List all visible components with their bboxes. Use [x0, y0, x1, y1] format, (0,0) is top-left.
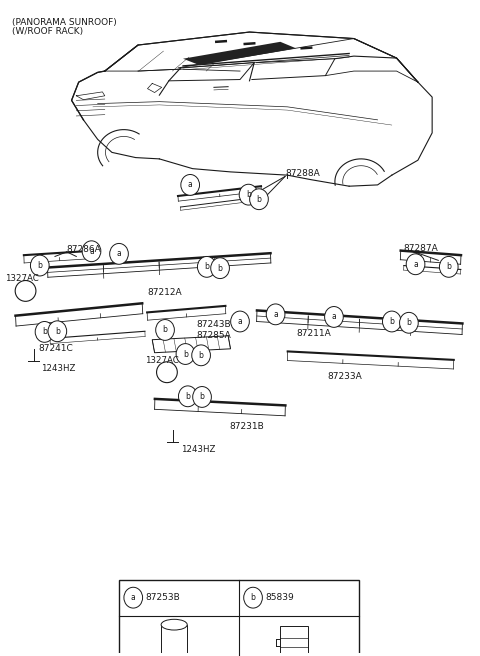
- Text: b: b: [55, 327, 60, 336]
- Text: b: b: [163, 325, 168, 335]
- Ellipse shape: [406, 254, 425, 275]
- Text: 87212A: 87212A: [147, 289, 182, 297]
- Text: 87243B: 87243B: [196, 320, 231, 329]
- Text: a: a: [188, 180, 192, 190]
- Ellipse shape: [211, 258, 229, 279]
- Bar: [119, 580, 359, 656]
- Ellipse shape: [176, 344, 195, 365]
- Ellipse shape: [383, 311, 401, 332]
- Ellipse shape: [231, 311, 249, 332]
- Text: 87211A: 87211A: [296, 329, 331, 338]
- Text: 87287A: 87287A: [404, 244, 438, 253]
- Ellipse shape: [161, 619, 187, 630]
- Text: b: b: [200, 392, 204, 401]
- Ellipse shape: [239, 184, 258, 205]
- Ellipse shape: [82, 241, 101, 262]
- Text: a: a: [273, 310, 278, 319]
- Ellipse shape: [266, 304, 285, 325]
- Text: b: b: [256, 195, 262, 204]
- Text: 1243HZ: 1243HZ: [180, 445, 215, 454]
- Text: 87286A: 87286A: [67, 245, 102, 255]
- Ellipse shape: [156, 362, 177, 382]
- Ellipse shape: [15, 281, 36, 301]
- Text: 1327AC: 1327AC: [145, 356, 179, 365]
- Text: a: a: [89, 247, 94, 256]
- Text: a: a: [117, 249, 121, 258]
- Ellipse shape: [197, 256, 216, 277]
- Text: b: b: [42, 327, 47, 337]
- Text: b: b: [407, 318, 411, 327]
- Text: b: b: [183, 350, 188, 359]
- Text: b: b: [246, 190, 251, 199]
- Text: 87241C: 87241C: [38, 344, 73, 354]
- Text: 1243HZ: 1243HZ: [41, 365, 75, 373]
- Ellipse shape: [399, 312, 418, 333]
- Text: b: b: [185, 392, 190, 401]
- Ellipse shape: [35, 321, 54, 342]
- Text: 87288A: 87288A: [285, 169, 320, 178]
- Text: 87231B: 87231B: [229, 422, 264, 431]
- Text: (W/ROOF RACK): (W/ROOF RACK): [12, 28, 84, 37]
- Text: 85839: 85839: [265, 593, 294, 602]
- Text: a: a: [332, 312, 336, 321]
- Polygon shape: [183, 42, 296, 65]
- Ellipse shape: [181, 174, 200, 195]
- Ellipse shape: [48, 321, 67, 342]
- Ellipse shape: [439, 256, 458, 277]
- Text: a: a: [238, 317, 242, 326]
- Text: (PANORAMA SUNROOF): (PANORAMA SUNROOF): [12, 18, 117, 27]
- Text: b: b: [446, 262, 451, 272]
- Ellipse shape: [124, 587, 143, 608]
- Ellipse shape: [192, 386, 211, 407]
- Ellipse shape: [244, 587, 263, 608]
- Bar: [280, 626, 308, 656]
- Text: 87253B: 87253B: [145, 593, 180, 602]
- Text: b: b: [217, 264, 223, 273]
- Ellipse shape: [192, 345, 210, 366]
- Text: a: a: [413, 260, 418, 269]
- Text: b: b: [204, 262, 209, 272]
- Text: 1327AC: 1327AC: [5, 274, 39, 283]
- Ellipse shape: [109, 243, 128, 264]
- Text: b: b: [389, 317, 394, 326]
- Text: b: b: [251, 593, 255, 602]
- Ellipse shape: [156, 319, 174, 340]
- Ellipse shape: [30, 255, 49, 276]
- Text: b: b: [37, 261, 42, 270]
- Text: b: b: [199, 351, 204, 360]
- Ellipse shape: [324, 306, 343, 327]
- Ellipse shape: [179, 386, 197, 407]
- Text: 87285A: 87285A: [196, 331, 231, 340]
- Ellipse shape: [250, 189, 268, 210]
- Text: 87233A: 87233A: [328, 373, 362, 381]
- Text: a: a: [131, 593, 136, 602]
- Bar: [161, 625, 187, 656]
